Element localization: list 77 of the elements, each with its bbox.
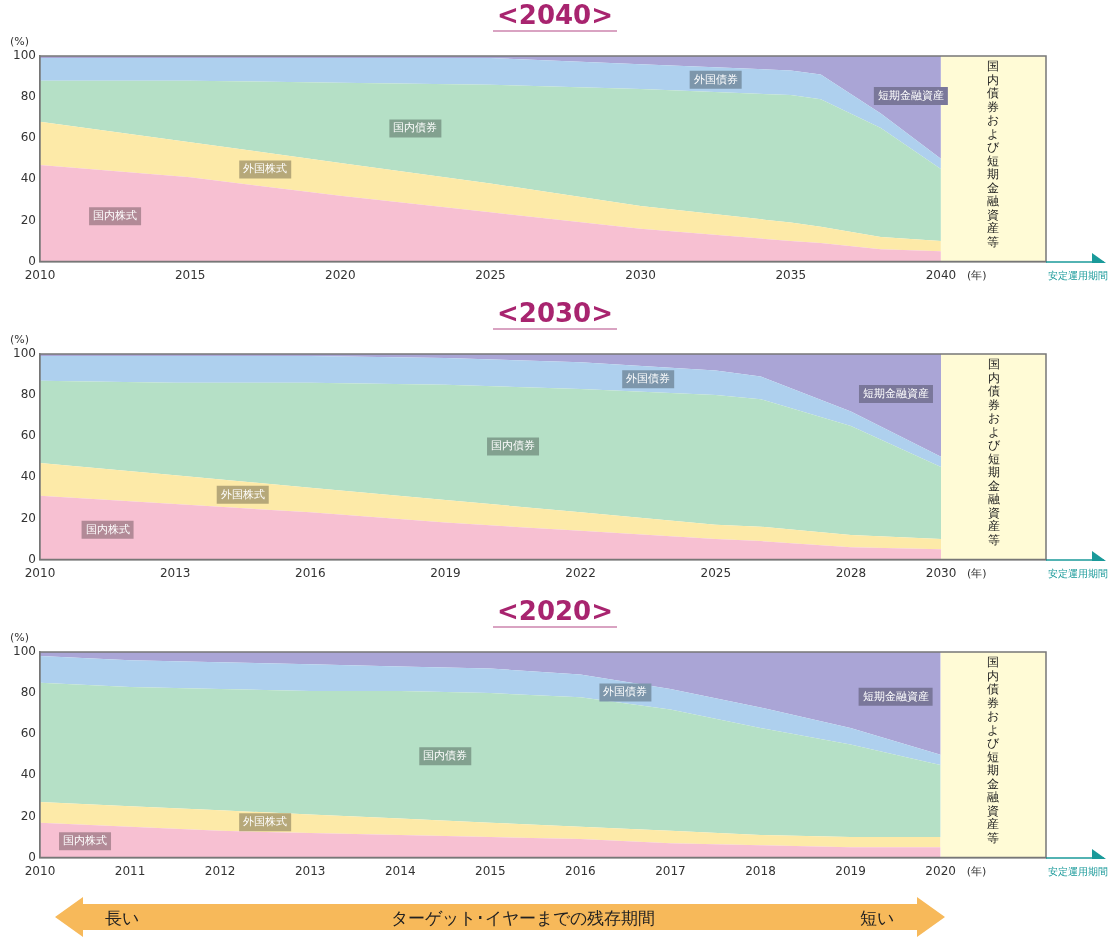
chart-title: <2040> — [493, 0, 617, 32]
x-tick-label: 2016 — [295, 565, 326, 580]
x-tick-label: 2019 — [835, 863, 866, 878]
y-tick-label: 80 — [20, 387, 36, 402]
text: 国内債券および短期金融資産等 — [987, 357, 1000, 547]
y-tick-label: 60 — [20, 726, 36, 741]
x-tick-label: 2020 — [325, 267, 356, 282]
series-label: 国内債券 — [491, 439, 536, 453]
series-label: 外国株式 — [243, 162, 288, 176]
y-tick-label: 80 — [20, 685, 36, 700]
x-tick-label: 2017 — [655, 863, 686, 878]
x-tick-label: 2030 — [925, 565, 957, 580]
y-tick-label: 20 — [20, 808, 36, 823]
x-tick-label: 2010 — [24, 565, 56, 580]
x-tick-label: 2019 — [430, 565, 461, 580]
y-axis-title: (%) — [10, 333, 30, 347]
text: 安定運用期間 — [1048, 866, 1108, 878]
text: 国内債券および短期金融資産等 — [987, 655, 1000, 845]
x-tick-label: 2013 — [159, 565, 191, 580]
series-label: 短期金融資産 — [877, 88, 944, 102]
x-tick-label: 2013 — [294, 863, 326, 878]
y-tick-label: 0 — [28, 253, 36, 268]
x-tick-label: 2022 — [565, 565, 596, 580]
x-tick-label: 2030 — [625, 267, 656, 282]
x-axis-title: (年) — [966, 864, 987, 878]
x-axis-title: (年) — [966, 268, 987, 282]
series-label: 短期金融資産 — [862, 386, 929, 400]
series-label: 国内株式 — [85, 522, 130, 536]
y-tick-label: 40 — [20, 469, 36, 484]
series-label: 外国株式 — [243, 814, 288, 828]
y-tick-label: 100 — [13, 644, 36, 659]
series-label: 外国債券 — [603, 685, 648, 699]
series-label: 国内債券 — [393, 121, 438, 135]
chart-title: <2030> — [493, 298, 617, 330]
y-axis-title: (%) — [10, 631, 30, 645]
series-label: 外国債券 — [626, 372, 671, 386]
y-tick-label: 60 — [20, 428, 36, 443]
y-tick-label: 20 — [20, 212, 36, 227]
x-axis-title: (年) — [967, 566, 987, 580]
x-tick-label: 2015 — [174, 267, 206, 282]
text: 長い — [105, 907, 139, 930]
text: 国内債券および短期金融資産等 — [987, 59, 1000, 249]
text: 安定運用期間 — [1048, 270, 1108, 282]
chart-title: <2020> — [493, 596, 617, 628]
text: ターゲット･イヤーまでの残存期間 — [391, 907, 656, 930]
x-tick-label: 2018 — [745, 863, 776, 878]
x-tick-label: 2020 — [925, 863, 956, 878]
y-tick-label: 40 — [20, 767, 36, 782]
x-tick-label: 2016 — [565, 863, 596, 878]
x-tick-label: 2028 — [835, 565, 867, 580]
y-tick-label: 20 — [20, 510, 36, 525]
y-tick-label: 100 — [13, 346, 36, 361]
series-label: 国内株式 — [63, 834, 108, 848]
text: 安定運用期間 — [1048, 568, 1108, 580]
y-axis-title: (%) — [10, 35, 30, 49]
series-label: 国内株式 — [93, 209, 138, 223]
text: 短い — [860, 907, 894, 930]
x-tick-label: 2025 — [700, 565, 732, 580]
y-tick-label: 80 — [20, 89, 36, 104]
y-tick-label: 40 — [20, 171, 36, 186]
x-tick-label: 2040 — [925, 267, 957, 282]
x-tick-label: 2012 — [204, 863, 236, 878]
x-tick-label: 2010 — [24, 863, 56, 878]
series-label: 外国株式 — [220, 487, 265, 501]
x-tick-label: 2015 — [475, 863, 506, 878]
series-label: 短期金融資産 — [862, 689, 929, 703]
x-tick-label: 2025 — [475, 267, 506, 282]
x-tick-label: 2014 — [384, 863, 416, 878]
series-label: 外国債券 — [693, 72, 738, 86]
y-tick-label: 100 — [13, 48, 36, 63]
x-tick-label: 2010 — [24, 267, 56, 282]
y-tick-label: 0 — [28, 551, 36, 566]
y-tick-label: 60 — [20, 130, 36, 145]
series-label: 国内債券 — [423, 749, 468, 763]
y-tick-label: 0 — [28, 849, 36, 864]
x-tick-label: 2011 — [114, 863, 146, 878]
x-tick-label: 2035 — [775, 267, 807, 282]
